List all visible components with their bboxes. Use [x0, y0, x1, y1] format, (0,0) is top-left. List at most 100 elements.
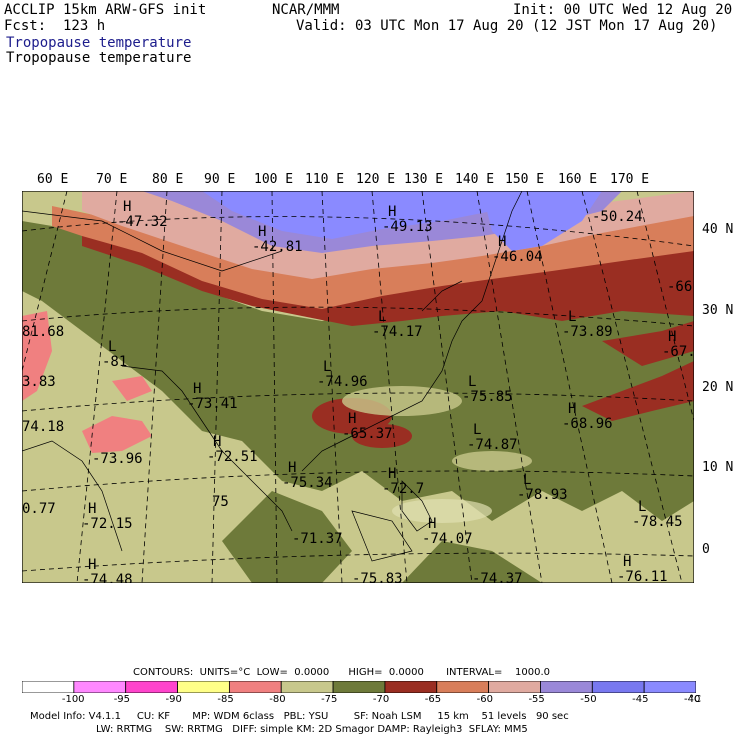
- lon-label: 150 E: [505, 172, 545, 187]
- high-marker: H: [88, 557, 96, 573]
- colorbar-label: -100: [61, 694, 85, 705]
- extremum-value-label: -74.37: [472, 571, 523, 583]
- colorbar-swatch: [125, 681, 178, 693]
- extremum-value-label: 0.77: [22, 501, 56, 517]
- high-marker: H: [388, 466, 396, 482]
- extremum-value-label: -42.81: [252, 239, 303, 255]
- band-dark-olive-south: [222, 491, 542, 583]
- colorbar-swatch: [540, 681, 593, 693]
- extremum-value-label: -74.96: [317, 374, 368, 390]
- colorbar-label: -75: [321, 694, 338, 705]
- extremum-value-label: -81: [102, 354, 127, 370]
- extremum-value-label: -78.93: [517, 487, 568, 503]
- high-marker: H: [388, 204, 396, 220]
- extremum-value-label: -78.45: [632, 514, 683, 530]
- colorbar-swatch: [280, 681, 334, 693]
- extremum-value-label: -68.96: [562, 416, 613, 432]
- lat-label: 0: [702, 542, 710, 557]
- extremum-value-label: -75.85: [462, 389, 513, 405]
- valid-time: Valid: 03 UTC Mon 17 Aug 20 (12 JST Mon …: [296, 18, 718, 34]
- colorbar-label: -80: [269, 694, 286, 705]
- footer-line-2: LW: RRTMG SW: RRTMG DIFF: simple KM: 2D …: [96, 724, 528, 735]
- extremum-value-label: 75: [212, 494, 229, 510]
- colorbar-swatch: [643, 681, 696, 693]
- colorbar-label: -45: [632, 694, 649, 705]
- extremum-value-label: -50.24: [592, 209, 643, 225]
- extremum-value-label: -75.83: [352, 571, 403, 583]
- extremum-value-label: -67.: [662, 344, 694, 360]
- high-marker: H: [288, 460, 296, 476]
- high-marker: H: [193, 381, 201, 397]
- field-title-2: Tropopause temperature: [6, 50, 192, 66]
- extremum-value-label: 3.83: [22, 374, 56, 390]
- tropopause-temperature-map: H-47.32H-42.81H-49.13H-46.04-50.24-66.81…: [22, 191, 694, 583]
- lat-label: 30 N: [702, 303, 734, 318]
- forecast-hour: Fcst: 123 h: [4, 18, 106, 34]
- lon-label: 160 E: [558, 172, 598, 187]
- extremum-value-label: -72.51: [207, 449, 258, 465]
- lat-label: 20 N: [702, 380, 734, 395]
- colorbar-label: -70: [372, 694, 390, 705]
- high-marker: H: [498, 234, 506, 250]
- high-marker: H: [568, 401, 576, 417]
- low-marker: L: [638, 499, 646, 515]
- extremum-value-label: -74.87: [467, 437, 518, 453]
- low-marker: L: [468, 374, 476, 390]
- patch-salmon-1: [22, 311, 52, 401]
- patch-light-3: [392, 499, 492, 523]
- colorbar: [22, 681, 696, 693]
- low-marker: L: [323, 359, 331, 375]
- colorbar-swatch: [228, 681, 282, 693]
- patch-dark-red-2: [352, 424, 412, 448]
- lon-label: 80 E: [152, 172, 184, 187]
- extremum-value-label: -76.11: [617, 569, 668, 583]
- band-blue: [202, 191, 602, 251]
- high-marker: H: [623, 554, 631, 570]
- extremum-value-label: -73.41: [187, 396, 238, 412]
- model-title: ACCLIP 15km ARW-GFS init: [4, 2, 207, 18]
- extremum-value-label: -73.96: [92, 451, 143, 467]
- lat-label: 40 N: [702, 222, 734, 237]
- colorbar-swatch: [332, 681, 386, 693]
- low-marker: L: [523, 472, 531, 488]
- extremum-value-label: 81.68: [22, 324, 64, 340]
- extremum-value-label: -73.89: [562, 324, 613, 340]
- center-label: NCAR/MMM: [272, 2, 340, 18]
- high-marker: H: [428, 516, 436, 532]
- extremum-value-label: -74.07: [422, 531, 473, 547]
- colorbar-swatch: [591, 681, 645, 693]
- colorbar-label: -40: [684, 694, 701, 705]
- init-time: Init: 00 UTC Wed 12 Aug 20: [513, 2, 733, 18]
- extremum-value-label: -75.34: [282, 475, 333, 491]
- extremum-value-label: 74.18: [22, 419, 64, 435]
- footer-line-1: Model Info: V4.1.1 CU: KF MP: WDM 6class…: [30, 711, 569, 722]
- extremum-value-label: -71.37: [292, 531, 343, 547]
- colorbar-swatch: [22, 681, 75, 693]
- lon-label: 60 E: [37, 172, 69, 187]
- colorbar-label: -60: [476, 694, 493, 705]
- patch-salmon-3: [112, 376, 152, 401]
- lat-label: 10 N: [702, 460, 734, 475]
- extremum-value-label: -47.32: [117, 214, 168, 230]
- coastlines: [22, 191, 523, 562]
- colorbar-label: -95: [113, 694, 131, 705]
- colorbar-label: -85: [217, 694, 234, 705]
- extremum-value-label: -74.48: [82, 572, 133, 583]
- colorbar-swatch: [384, 681, 438, 693]
- low-marker: L: [378, 309, 386, 325]
- lon-label: 130 E: [404, 172, 444, 187]
- lon-label: 120 E: [356, 172, 396, 187]
- extremum-value-label: -46.04: [492, 249, 543, 265]
- colorbar-swatch: [177, 681, 230, 693]
- patch-light-2: [452, 451, 532, 471]
- high-marker: H: [213, 434, 221, 450]
- colorbar-label: -65: [424, 694, 442, 705]
- lon-label: 70 E: [96, 172, 128, 187]
- patch-light-1: [342, 386, 462, 416]
- colorbar-label: -90: [165, 694, 182, 705]
- patch-dark-red-4: [602, 321, 694, 366]
- lon-label: 100 E: [254, 172, 294, 187]
- extremum-value-label: -65.37: [342, 426, 393, 442]
- patch-salmon-2: [82, 416, 152, 453]
- colorbar-unit: °C: [689, 694, 701, 705]
